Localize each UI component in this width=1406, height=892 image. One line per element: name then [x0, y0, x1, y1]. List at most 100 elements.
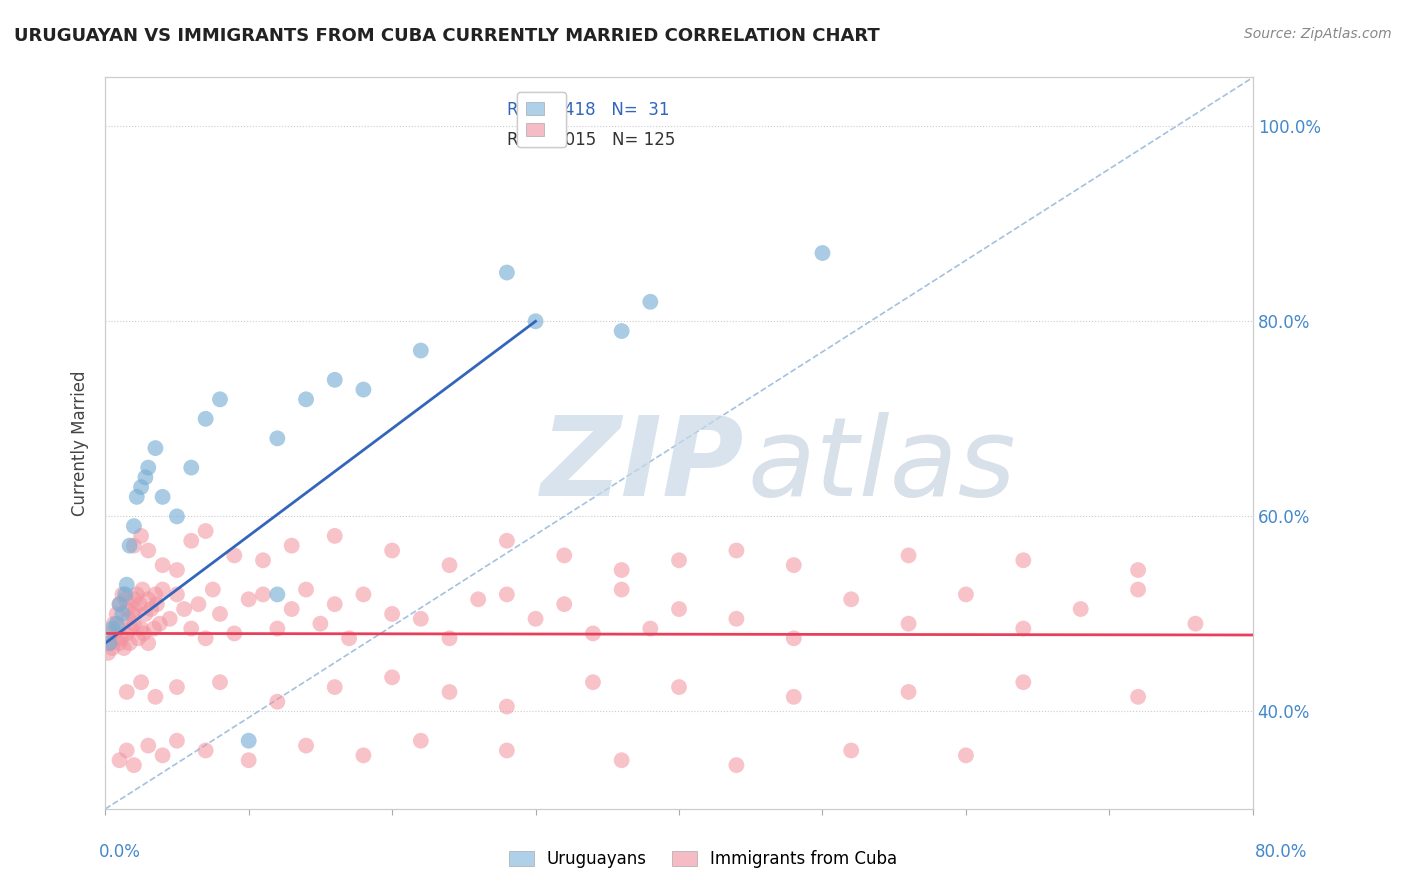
- Point: [725, 543, 748, 558]
- Point: [208, 607, 231, 621]
- Point: [117, 612, 139, 626]
- Point: [295, 392, 318, 407]
- Point: [131, 582, 153, 597]
- Point: [110, 632, 132, 646]
- Point: [120, 622, 142, 636]
- Point: [139, 602, 162, 616]
- Point: [103, 616, 125, 631]
- Point: [725, 758, 748, 772]
- Point: [152, 748, 174, 763]
- Point: [180, 460, 202, 475]
- Point: [166, 587, 188, 601]
- Point: [955, 587, 977, 601]
- Point: [323, 680, 346, 694]
- Point: [105, 616, 128, 631]
- Point: [108, 597, 131, 611]
- Point: [118, 636, 141, 650]
- Point: [129, 675, 152, 690]
- Point: [323, 373, 346, 387]
- Point: [381, 543, 404, 558]
- Point: [166, 509, 188, 524]
- Point: [152, 558, 174, 573]
- Point: [129, 622, 152, 636]
- Point: [610, 563, 633, 577]
- Point: [409, 733, 432, 747]
- Point: [114, 587, 136, 601]
- Point: [323, 597, 346, 611]
- Point: [668, 602, 690, 616]
- Point: [114, 592, 136, 607]
- Point: [145, 587, 167, 601]
- Text: Source: ZipAtlas.com: Source: ZipAtlas.com: [1244, 27, 1392, 41]
- Point: [166, 733, 188, 747]
- Point: [337, 632, 360, 646]
- Legend: , : ,: [517, 93, 565, 147]
- Point: [136, 592, 159, 607]
- Point: [1012, 675, 1035, 690]
- Point: [194, 524, 217, 538]
- Point: [101, 622, 124, 636]
- Point: [381, 670, 404, 684]
- Point: [108, 636, 131, 650]
- Point: [266, 695, 288, 709]
- Point: [166, 680, 188, 694]
- Point: [97, 646, 120, 660]
- Text: URUGUAYAN VS IMMIGRANTS FROM CUBA CURRENTLY MARRIED CORRELATION CHART: URUGUAYAN VS IMMIGRANTS FROM CUBA CURREN…: [14, 27, 880, 45]
- Point: [839, 743, 862, 757]
- Y-axis label: Currently Married: Currently Married: [72, 370, 89, 516]
- Point: [524, 612, 547, 626]
- Point: [159, 612, 181, 626]
- Point: [127, 632, 149, 646]
- Point: [98, 636, 121, 650]
- Point: [668, 680, 690, 694]
- Point: [783, 632, 806, 646]
- Point: [145, 441, 167, 455]
- Point: [122, 758, 145, 772]
- Point: [115, 685, 138, 699]
- Point: [98, 636, 121, 650]
- Point: [152, 582, 174, 597]
- Point: [640, 294, 662, 309]
- Point: [295, 739, 318, 753]
- Point: [134, 470, 156, 484]
- Point: [1126, 563, 1149, 577]
- Point: [187, 597, 209, 611]
- Point: [1070, 602, 1092, 616]
- Point: [143, 622, 166, 636]
- Point: [122, 519, 145, 533]
- Point: [955, 748, 977, 763]
- Point: [640, 622, 662, 636]
- Point: [107, 622, 129, 636]
- Point: [610, 753, 633, 767]
- Point: [180, 533, 202, 548]
- Point: [201, 582, 224, 597]
- Point: [115, 602, 138, 616]
- Text: R =  0.418   N=  31: R = 0.418 N= 31: [508, 102, 669, 120]
- Point: [136, 739, 159, 753]
- Point: [194, 632, 217, 646]
- Point: [194, 412, 217, 426]
- Point: [439, 685, 461, 699]
- Point: [266, 587, 288, 601]
- Point: [496, 743, 519, 757]
- Point: [122, 539, 145, 553]
- Point: [467, 592, 489, 607]
- Point: [238, 733, 260, 747]
- Point: [783, 690, 806, 704]
- Point: [115, 577, 138, 591]
- Point: [280, 602, 302, 616]
- Point: [352, 748, 374, 763]
- Point: [610, 324, 633, 338]
- Point: [129, 529, 152, 543]
- Point: [208, 392, 231, 407]
- Point: [280, 539, 302, 553]
- Point: [136, 636, 159, 650]
- Point: [553, 597, 575, 611]
- Point: [224, 549, 246, 563]
- Point: [105, 607, 128, 621]
- Point: [108, 597, 131, 611]
- Point: [439, 558, 461, 573]
- Point: [125, 490, 148, 504]
- Point: [409, 612, 432, 626]
- Text: 80.0%: 80.0%: [1256, 843, 1308, 861]
